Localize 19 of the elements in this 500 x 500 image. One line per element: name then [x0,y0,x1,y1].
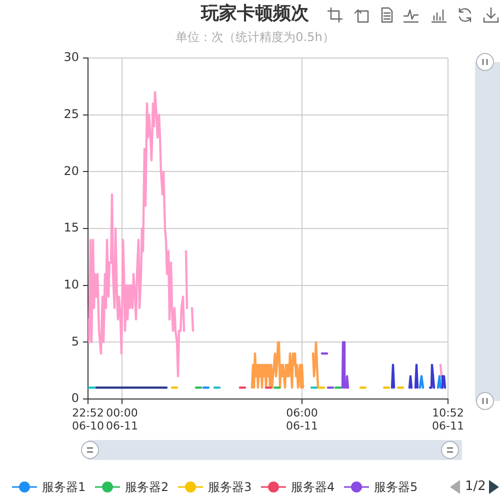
chart-subtitle: 单位：次（统计精度为0.5h） [176,30,334,45]
legend-label: 服务器1 [42,478,86,496]
x-tick-label: 00:00 06-11 [106,406,138,433]
y-tick-label: 5 [71,334,79,348]
x-tick-label: 06:00 06-11 [286,406,318,433]
x-tick-label: 10:52 06-11 [432,406,464,433]
y-tick-label: 10 [64,277,79,292]
x-tick-label: 22:52 06-10 [72,406,104,433]
text: 1/2 [465,479,486,495]
y-tick-label: 25 [64,106,79,121]
y-tick-label: 30 [64,50,79,64]
legend-label: 服务器4 [291,478,335,496]
y-tick-label: 20 [64,164,79,178]
legend-label: 服务器3 [208,478,252,496]
y-tick-label: 15 [64,220,79,235]
legend-label: 服务器5 [374,478,418,496]
legend-label: 服务器2 [125,478,169,496]
chart-title: 玩家卡顿频次 [201,3,309,25]
y-tick-label: 0 [71,391,79,406]
